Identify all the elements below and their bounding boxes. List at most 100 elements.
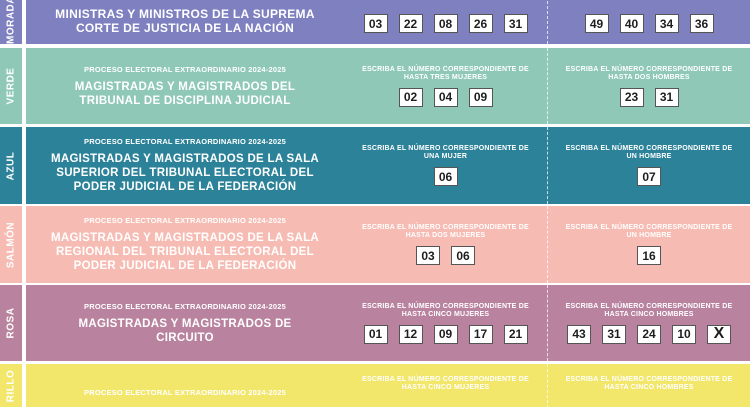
row-body: PROCESO ELECTORAL EXTRAORDINARIO 2024-20… [26, 364, 750, 407]
men-number-boxes: 43 31 24 10 X [567, 324, 731, 344]
row-tab-label: ROSA [5, 307, 17, 339]
number-box[interactable]: 08 [433, 14, 458, 33]
row-tab-label: RILLO [5, 369, 17, 403]
process-label: PROCESO ELECTORAL EXTRAORDINARIO 2024-20… [84, 388, 286, 397]
row-title: MAGISTRADAS Y MAGISTRADOS DE CIRCUITO [78, 317, 292, 344]
number-box[interactable]: 02 [398, 87, 423, 107]
number-box[interactable]: 16 [637, 246, 661, 265]
men-column: ESCRIBA EL NÚMERO CORRESPONDIENTE DE HAS… [547, 285, 750, 361]
row-title: MINISTRAS Y MINISTROS DE LA SUPREMA CORT… [55, 7, 315, 35]
men-instruction: ESCRIBA EL NÚMERO CORRESPONDIENTE DE HAS… [565, 302, 733, 318]
men-column: ESCRIBA EL NÚMERO CORRESPONDIENTE DE UN … [547, 127, 750, 204]
number-box[interactable]: 06 [433, 167, 458, 186]
number-box[interactable]: 36 [689, 14, 714, 33]
number-box[interactable]: 34 [654, 14, 679, 33]
women-number-boxes: 02 04 09 [398, 87, 493, 107]
ballot-row-morada: MORADA MINISTRAS Y MINISTROS DE LA SUPRE… [0, 0, 750, 44]
row-title: MAGISTRADAS Y MAGISTRADOS DE LA SALA REG… [50, 232, 320, 272]
number-box[interactable]: 06 [451, 246, 475, 265]
men-column: ESCRIBA EL NÚMERO CORRESPONDIENTE DE UN … [547, 206, 750, 283]
men-number-boxes: 16 [637, 246, 661, 265]
number-box[interactable]: 04 [433, 87, 458, 107]
men-number-boxes: 49 40 34 36 [584, 14, 714, 33]
row-tab-salmon: SALMÓN [0, 206, 22, 283]
women-instruction: ESCRIBA EL NÚMERO CORRESPONDIENTE DE UNA… [362, 145, 529, 160]
process-label: PROCESO ELECTORAL EXTRAORDINARIO 2024-20… [84, 216, 286, 225]
number-box[interactable]: 01 [363, 324, 388, 344]
men-instruction: ESCRIBA EL NÚMERO CORRESPONDIENTE DE HAS… [565, 376, 733, 391]
men-instruction: ESCRIBA EL NÚMERO CORRESPONDIENTE DE UN … [565, 224, 733, 239]
row-body: PROCESO ELECTORAL EXTRAORDINARIO 2024-20… [26, 48, 750, 124]
number-box[interactable]: 17 [468, 324, 493, 344]
number-box[interactable]: 24 [637, 324, 661, 344]
number-box[interactable]: 31 [602, 324, 626, 344]
row-heading: MINISTRAS Y MINISTROS DE LA SUPREMA CORT… [26, 0, 344, 44]
women-instruction: ESCRIBA EL NÚMERO CORRESPONDIENTE DE HAS… [362, 65, 529, 81]
women-instruction: ESCRIBA EL NÚMERO CORRESPONDIENTE DE HAS… [362, 376, 529, 391]
number-box[interactable]: 03 [416, 246, 440, 265]
row-title: MAGISTRADAS Y MAGISTRADOS DEL TRIBUNAL D… [74, 80, 296, 107]
number-box[interactable]: 31 [503, 14, 528, 33]
men-number-boxes: 23 31 [619, 87, 679, 107]
ballot-row-salmon: SALMÓN PROCESO ELECTORAL EXTRAORDINARIO … [0, 206, 750, 283]
number-box[interactable]: 10 [672, 324, 696, 344]
row-title: MAGISTRADAS Y MAGISTRADOS DE LA SALA SUP… [50, 153, 320, 193]
row-heading: PROCESO ELECTORAL EXTRAORDINARIO 2024-20… [26, 48, 344, 124]
number-box[interactable]: 40 [619, 14, 644, 33]
number-box[interactable]: 07 [637, 167, 661, 186]
men-column: 49 40 34 36 [547, 0, 750, 44]
process-label: PROCESO ELECTORAL EXTRAORDINARIO 2024-20… [84, 64, 286, 74]
number-box[interactable]: 12 [398, 324, 423, 344]
women-number-boxes: 03 22 08 26 31 [363, 14, 528, 33]
row-heading: PROCESO ELECTORAL EXTRAORDINARIO 2024-20… [26, 364, 344, 407]
row-body: PROCESO ELECTORAL EXTRAORDINARIO 2024-20… [26, 206, 750, 283]
row-tab-verde: VERDE [0, 48, 22, 124]
row-body: PROCESO ELECTORAL EXTRAORDINARIO 2024-20… [26, 127, 750, 204]
men-column: ESCRIBA EL NÚMERO CORRESPONDIENTE DE HAS… [547, 364, 750, 407]
row-tab-label: VERDE [5, 67, 17, 105]
number-box[interactable]: 09 [468, 87, 493, 107]
women-column: ESCRIBA EL NÚMERO CORRESPONDIENTE DE HAS… [344, 206, 547, 283]
ballot-row-rosa: ROSA PROCESO ELECTORAL EXTRAORDINARIO 20… [0, 285, 750, 361]
number-box[interactable]: 31 [654, 87, 679, 107]
number-box[interactable]: 49 [584, 14, 609, 33]
row-body: MINISTRAS Y MINISTROS DE LA SUPREMA CORT… [26, 0, 750, 44]
men-instruction: ESCRIBA EL NÚMERO CORRESPONDIENTE DE HAS… [565, 65, 733, 81]
men-column: ESCRIBA EL NÚMERO CORRESPONDIENTE DE HAS… [547, 48, 750, 124]
row-body: PROCESO ELECTORAL EXTRAORDINARIO 2024-20… [26, 285, 750, 361]
row-heading: PROCESO ELECTORAL EXTRAORDINARIO 2024-20… [26, 206, 344, 283]
row-tab-azul: AZUL [0, 127, 22, 204]
men-instruction: ESCRIBA EL NÚMERO CORRESPONDIENTE DE UN … [565, 145, 733, 160]
ballot-row-amarillo: RILLO PROCESO ELECTORAL EXTRAORDINARIO 2… [0, 364, 750, 407]
ballot-row-verde: VERDE PROCESO ELECTORAL EXTRAORDINARIO 2… [0, 48, 750, 124]
number-box[interactable]: 26 [468, 14, 493, 33]
row-heading: PROCESO ELECTORAL EXTRAORDINARIO 2024-20… [26, 285, 344, 361]
women-column: ESCRIBA EL NÚMERO CORRESPONDIENTE DE HAS… [344, 364, 547, 407]
number-box[interactable]: 43 [567, 324, 591, 344]
women-number-boxes: 01 12 09 17 21 [363, 324, 528, 344]
number-box[interactable]: 03 [363, 14, 388, 33]
number-box[interactable]: 21 [503, 324, 528, 344]
women-instruction: ESCRIBA EL NÚMERO CORRESPONDIENTE DE HAS… [362, 302, 529, 318]
row-tab-label: MORADA [5, 0, 17, 44]
women-column: 03 22 08 26 31 [344, 0, 547, 44]
ballot-row-azul: AZUL PROCESO ELECTORAL EXTRAORDINARIO 20… [0, 127, 750, 204]
number-box[interactable]: 23 [619, 87, 644, 107]
women-column: ESCRIBA EL NÚMERO CORRESPONDIENTE DE HAS… [344, 48, 547, 124]
women-instruction: ESCRIBA EL NÚMERO CORRESPONDIENTE DE HAS… [362, 224, 529, 239]
women-column: ESCRIBA EL NÚMERO CORRESPONDIENTE DE HAS… [344, 285, 547, 361]
women-number-boxes: 06 [433, 167, 458, 186]
row-tab-morada: MORADA [0, 0, 22, 44]
row-tab-amarillo: RILLO [0, 364, 22, 407]
women-column: ESCRIBA EL NÚMERO CORRESPONDIENTE DE UNA… [344, 127, 547, 204]
women-number-boxes: 03 06 [416, 246, 475, 265]
process-label: PROCESO ELECTORAL EXTRAORDINARIO 2024-20… [84, 137, 286, 146]
number-box[interactable]: 09 [433, 324, 458, 344]
row-tab-rosa: ROSA [0, 285, 22, 361]
row-tab-label: AZUL [5, 151, 17, 180]
men-number-boxes: 07 [637, 167, 661, 186]
process-label: PROCESO ELECTORAL EXTRAORDINARIO 2024-20… [84, 301, 286, 311]
number-box[interactable]: 22 [398, 14, 423, 33]
row-tab-label: SALMÓN [5, 221, 17, 268]
crossed-box[interactable]: X [707, 324, 731, 344]
